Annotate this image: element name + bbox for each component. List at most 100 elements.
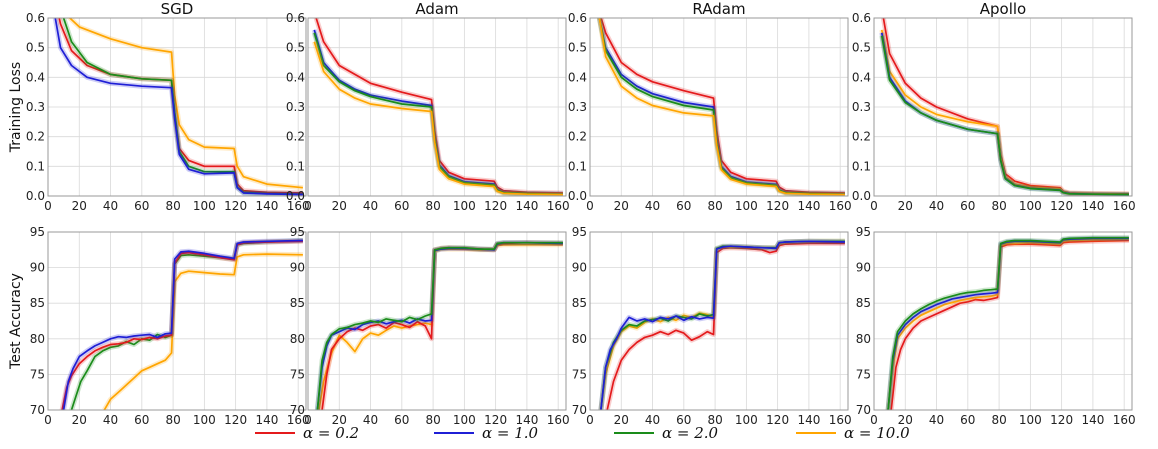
x-tick-label: 20 [614,413,629,427]
y-tick-label: 0.6 [26,11,45,25]
x-tick-label: 160 [829,413,852,427]
y-tick-label: 0.3 [568,100,587,114]
y-tick-label: 0.1 [852,159,871,173]
x-tick-label: 160 [829,199,852,213]
y-tick-label: 0.5 [852,41,871,55]
x-tick-label: 160 [547,199,570,213]
y-tick-label: 95 [572,225,587,239]
x-tick-label: 140 [797,413,820,427]
y-tick-label: 70 [290,403,305,417]
legend: α = 0.2 α = 1.0 α = 2.0 α = 10.0 [255,424,910,442]
legend-label-a2_0: α = 2.0 [662,424,719,442]
x-tick-label: 20 [72,413,87,427]
y-tick-label: 80 [30,332,45,346]
y-tick-label: 0.1 [568,159,587,173]
x-tick-label: 60 [134,413,149,427]
y-tick-label: 95 [290,225,305,239]
y-axis-label: Training Loss [8,62,24,153]
y-tick-label: 85 [572,296,587,310]
x-tick-label: 20 [898,199,913,213]
y-tick-label: 85 [856,296,871,310]
x-tick-label: 0 [586,413,594,427]
panel-8: 0 20 40 60 80 100 120 140 160 70 75 80 85 90 95 [856,225,1136,427]
y-tick-label: 75 [290,367,305,381]
x-tick-label: 40 [929,199,944,213]
x-tick-label: 60 [394,413,409,427]
axes-frame [589,17,849,197]
series-line-a10_0 [887,238,1129,410]
y-tick-label: 95 [856,225,871,239]
x-tick-label: 140 [797,199,820,213]
y-tick-label: 0.0 [26,189,45,203]
panel-title: Adam [415,0,458,18]
panel-7: 0 20 40 60 80 100 120 140 160 70 75 80 85 90 95 [572,225,852,427]
y-tick-label: 0.6 [568,11,587,25]
series-line-a2_0 [70,239,303,410]
panel-title: SGD [161,0,194,18]
y-tick-label: 0.5 [26,41,45,55]
x-tick-label: 20 [332,413,347,427]
x-tick-label: 40 [103,199,118,213]
y-tick-label: 75 [856,367,871,381]
x-tick-label: 120 [224,199,247,213]
x-tick-label: 20 [332,199,347,213]
y-tick-label: 70 [572,403,587,417]
x-tick-label: 100 [453,413,476,427]
x-tick-label: 120 [224,413,247,427]
series-group [596,18,845,196]
x-tick-label: 0 [304,199,312,213]
series-line-a10_0 [68,18,303,189]
series-group [311,18,563,196]
x-tick-label: 20 [614,199,629,213]
x-tick-label: 120 [484,413,507,427]
y-tick-label: 0.6 [852,11,871,25]
series-band-a2_0 [60,18,303,196]
x-tick-label: 60 [960,199,975,213]
x-tick-label: 160 [287,199,310,213]
x-tick-label: 40 [645,413,660,427]
x-tick-label: 40 [929,413,944,427]
x-tick-label: 100 [1019,413,1042,427]
y-tick-label: 0.2 [568,130,587,144]
x-tick-label: 20 [898,413,913,427]
series-line-a10_0 [313,41,563,196]
x-tick-label: 140 [515,199,538,213]
y-tick-label: 0.4 [568,70,587,84]
y-tick-label: 0.4 [286,70,305,84]
legend-label-a10_0: α = 10.0 [844,424,910,442]
series-group [52,18,304,196]
x-tick-label: 40 [363,199,378,213]
series-line-a0_2 [600,18,845,194]
series-band-a2_0 [879,35,1129,196]
series-band-a2_0 [69,238,304,410]
y-tick-label: 90 [290,261,305,275]
panel-3: 0 20 40 60 80 100 120 140 160 0.0 0.1 0.2 0.3 0.4 0.5 0… [568,0,852,213]
y-tick-label: 0.2 [26,130,45,144]
series-band-a10_0 [311,40,563,196]
x-tick-label: 60 [676,413,691,427]
panel-title: Apollo [980,0,1026,18]
legend-label-a1_0: α = 1.0 [482,424,539,442]
series-line-a1_0 [600,240,845,410]
x-tick-label: 60 [394,199,409,213]
y-tick-label: 0.1 [26,159,45,173]
x-tick-label: 80 [991,199,1006,213]
axes-frame [47,231,307,411]
x-tick-label: 100 [193,413,216,427]
series-line-a2_0 [62,18,303,196]
x-tick-label: 60 [960,413,975,427]
series-band-a10_0 [596,18,845,196]
x-tick-label: 60 [134,199,149,213]
x-tick-label: 80 [425,413,440,427]
x-tick-label: 80 [991,413,1006,427]
x-tick-label: 0 [870,413,878,427]
y-tick-label: 90 [856,261,871,275]
y-tick-label: 95 [30,225,45,239]
axes-frame [873,231,1133,411]
series-group [314,240,563,410]
series-line-a2_0 [880,35,1129,196]
x-tick-label: 0 [44,199,52,213]
y-tick-label: 75 [572,367,587,381]
x-tick-label: 80 [165,413,180,427]
